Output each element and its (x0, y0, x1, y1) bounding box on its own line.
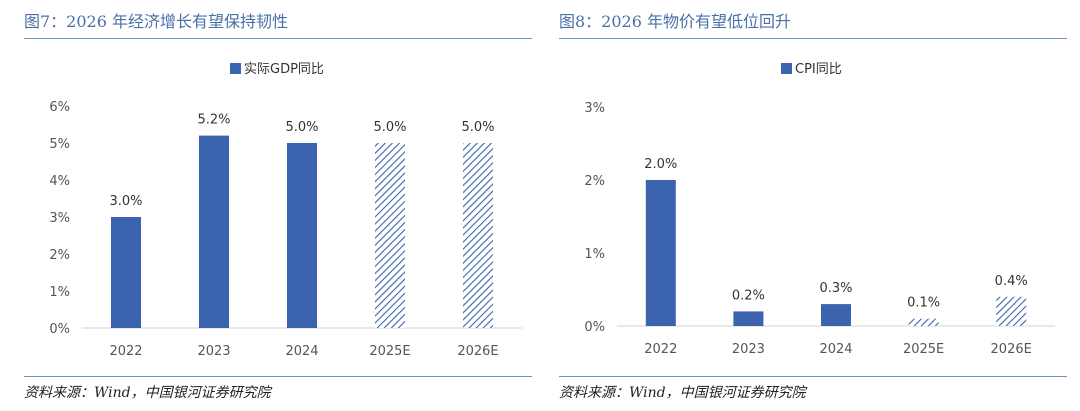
figure-7-panel: 图7：2026 年经济增长有望保持韧性 实际GDP同比 0% 1% 2% 3% 4% 5% 6… (24, 0, 532, 411)
forecast-bar (996, 296, 1027, 326)
y-tick-label: 2% (49, 248, 70, 263)
figure-7-source: 资料来源：Wind，中国银河证券研究院 (24, 385, 271, 401)
bar (111, 217, 141, 328)
bar (199, 135, 229, 328)
data-label: 5.0% (373, 120, 406, 135)
figure-8-source: 资料来源：Wind，中国银河证券研究院 (559, 385, 806, 401)
y-tick-label: 6% (49, 100, 70, 115)
forecast-bar (375, 143, 405, 328)
bar (645, 180, 676, 326)
y-tick-label: 3% (584, 101, 605, 116)
figure-8-title: 图8：2026 年物价有望低位回升 (559, 12, 791, 31)
data-label: 0.2% (732, 288, 765, 303)
data-label: 5.0% (285, 120, 318, 135)
bar (733, 311, 764, 326)
x-tick-label: 2026E (991, 342, 1032, 357)
y-tick-label: 1% (584, 247, 605, 262)
forecast-bar (908, 318, 939, 326)
bar (821, 304, 851, 326)
legend-label: CPI同比 (795, 62, 842, 77)
y-tick-label: 2% (584, 174, 605, 189)
x-tick-label: 2022 (644, 342, 677, 357)
figure-8-source-rule (559, 376, 1067, 377)
legend-label: 实际GDP同比 (244, 62, 324, 77)
x-tick-label: 2025E (369, 344, 410, 359)
data-label: 0.4% (995, 274, 1028, 289)
figure-8-panel: 图8：2026 年物价有望低位回升 CPI同比 0% 1% 2% 3% 2.0% 2022 0… (559, 0, 1067, 411)
y-tick-label: 5% (49, 137, 70, 152)
figure-7-title: 图7：2026 年经济增长有望保持韧性 (24, 12, 288, 31)
figure-7-title-rule (24, 38, 532, 39)
legend-swatch (781, 63, 792, 74)
y-tick-label: 3% (49, 211, 70, 226)
x-tick-label: 2023 (197, 344, 230, 359)
figure-8-title-rule (559, 38, 1067, 39)
x-tick-label: 2022 (109, 344, 142, 359)
legend-swatch (230, 63, 241, 74)
y-tick-label: 1% (49, 285, 70, 300)
data-label: 3.0% (109, 194, 142, 209)
data-label: 0.1% (907, 296, 940, 311)
data-label: 0.3% (819, 281, 852, 296)
y-tick-label: 0% (584, 320, 605, 335)
x-tick-label: 2024 (285, 344, 318, 359)
x-tick-label: 2026E (457, 344, 498, 359)
y-tick-label: 0% (49, 322, 70, 337)
figure-8-chart: CPI同比 0% 1% 2% 3% 2.0% 2022 0.2% 2023 0.3% 2024 0.1… (584, 62, 1055, 357)
figure-7-chart: 实际GDP同比 0% 1% 2% 3% 4% 5% 6% 3.0% 2022 5.2% 2023 5.0… (49, 62, 522, 359)
data-label: 5.2% (197, 113, 230, 128)
data-label: 2.0% (644, 157, 677, 172)
x-tick-label: 2024 (819, 342, 852, 357)
figure-7-source-rule (24, 376, 532, 377)
data-label: 5.0% (461, 120, 494, 135)
forecast-bar (463, 143, 493, 328)
y-tick-label: 4% (49, 174, 70, 189)
bar (287, 143, 317, 328)
x-tick-label: 2023 (732, 342, 765, 357)
x-tick-label: 2025E (903, 342, 944, 357)
